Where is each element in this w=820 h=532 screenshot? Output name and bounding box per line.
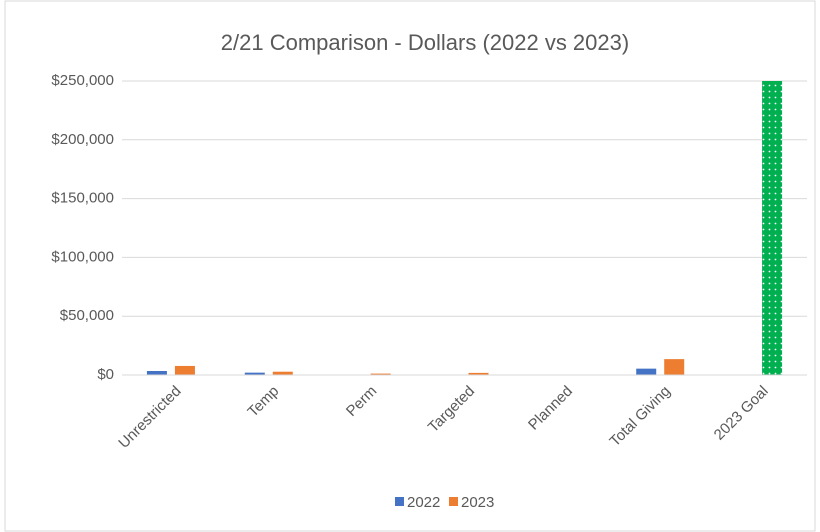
- y-tick-label: $250,000: [51, 72, 114, 89]
- y-tick-label: $150,000: [51, 190, 114, 207]
- bar: [146, 371, 167, 375]
- legend-swatch: [449, 497, 458, 506]
- bar: [272, 371, 293, 375]
- y-tick-label: $0: [97, 366, 114, 383]
- bar: [636, 368, 657, 375]
- bar: [762, 81, 783, 375]
- y-tick-label: $200,000: [51, 131, 114, 148]
- bar: [174, 365, 195, 375]
- chart-title: 2/21 Comparison - Dollars (2022 vs 2023): [221, 30, 629, 55]
- legend-label: 2022: [407, 494, 440, 511]
- legend-swatch: [395, 497, 404, 506]
- bar: [664, 359, 685, 375]
- bar: [468, 372, 489, 375]
- legend-label: 2023: [461, 494, 494, 511]
- chart-border: [4, 0, 816, 532]
- bar: [244, 372, 265, 375]
- y-tick-label: $100,000: [51, 248, 114, 265]
- bar: [370, 373, 391, 375]
- y-tick-label: $50,000: [60, 307, 114, 324]
